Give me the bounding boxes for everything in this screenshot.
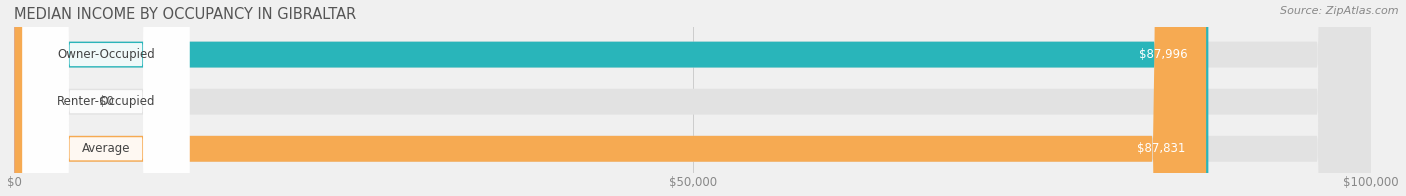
- FancyBboxPatch shape: [22, 0, 190, 196]
- Text: MEDIAN INCOME BY OCCUPANCY IN GIBRALTAR: MEDIAN INCOME BY OCCUPANCY IN GIBRALTAR: [14, 7, 357, 22]
- Text: $0: $0: [98, 95, 114, 108]
- FancyBboxPatch shape: [22, 0, 190, 196]
- FancyBboxPatch shape: [14, 0, 1371, 196]
- Text: $87,996: $87,996: [1139, 48, 1188, 61]
- Text: Owner-Occupied: Owner-Occupied: [58, 48, 155, 61]
- Text: $87,831: $87,831: [1137, 142, 1185, 155]
- FancyBboxPatch shape: [14, 0, 1208, 196]
- FancyBboxPatch shape: [4, 0, 69, 196]
- Text: Source: ZipAtlas.com: Source: ZipAtlas.com: [1281, 6, 1399, 16]
- FancyBboxPatch shape: [14, 0, 1206, 196]
- FancyBboxPatch shape: [14, 0, 1371, 196]
- FancyBboxPatch shape: [14, 0, 1371, 196]
- FancyBboxPatch shape: [22, 0, 190, 196]
- Text: Average: Average: [82, 142, 131, 155]
- Text: Renter-Occupied: Renter-Occupied: [56, 95, 155, 108]
